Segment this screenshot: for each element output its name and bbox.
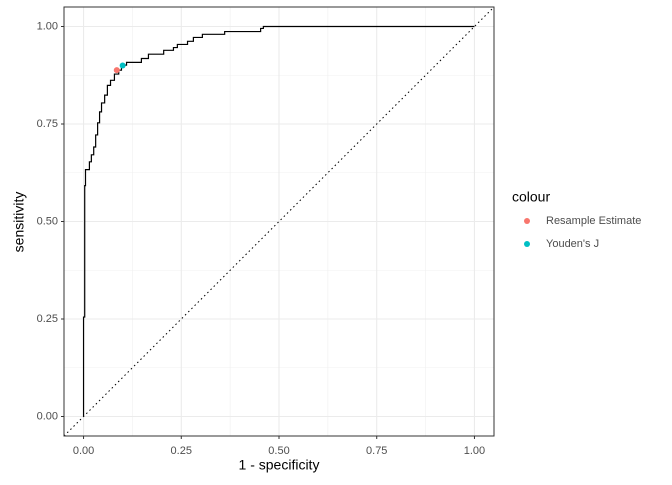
y-tick-label: 0.75	[37, 118, 58, 130]
legend-label: Youden's J	[546, 238, 599, 250]
y-tick-label: 0.25	[37, 313, 58, 325]
x-tick-label: 0.75	[366, 445, 387, 457]
legend-title: colour	[512, 189, 550, 205]
legend-key	[524, 241, 530, 247]
legend-label: Resample Estimate	[546, 215, 641, 227]
x-tick-label: 1.00	[464, 445, 485, 457]
y-axis-label: sensitivity	[11, 192, 27, 253]
roc-curve	[82, 25, 475, 417]
x-tick-label: 0.25	[171, 445, 192, 457]
x-tick-label: 0.50	[268, 445, 289, 457]
legend-key	[524, 218, 530, 224]
y-tick-label: 1.00	[37, 20, 58, 32]
x-axis-label: 1 - specificity	[239, 457, 320, 473]
x-tick-label: 0.00	[73, 445, 94, 457]
point	[113, 67, 120, 74]
panel-border	[63, 6, 495, 437]
point	[119, 62, 126, 69]
y-tick-label: 0.00	[37, 410, 58, 422]
y-tick-label: 0.50	[37, 215, 58, 227]
